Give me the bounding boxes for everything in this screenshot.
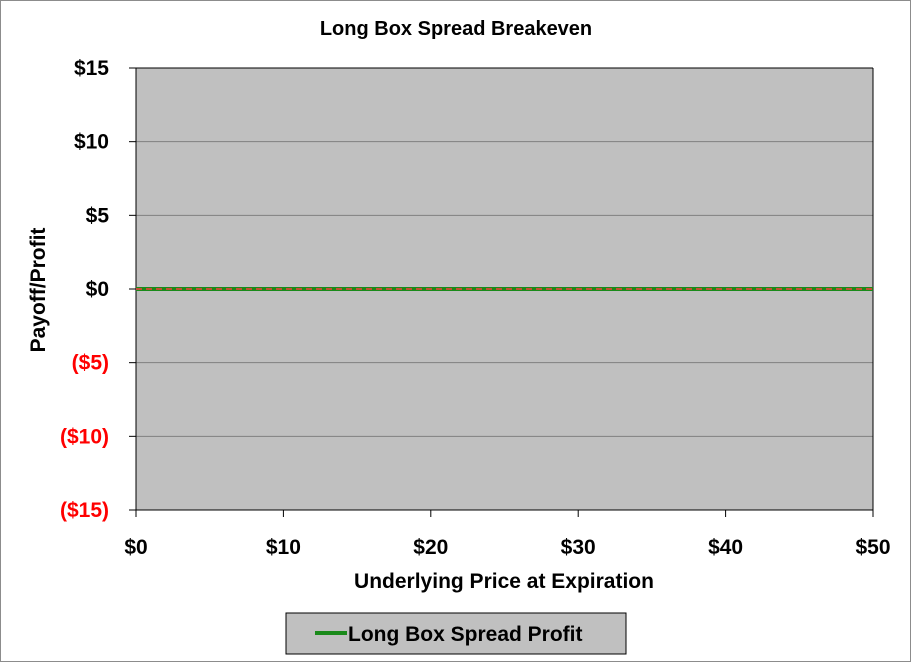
x-tick-label: $20	[413, 536, 448, 559]
legend: Long Box Spread Profit	[285, 612, 627, 655]
axes	[129, 67, 874, 517]
y-axis-title: Payoff/Profit	[27, 228, 50, 353]
x-tick-label: $0	[124, 536, 147, 559]
chart-title: Long Box Spread Breakeven	[320, 18, 592, 40]
y-tick-label: ($5)	[72, 352, 109, 375]
x-tick-label: $10	[266, 536, 301, 559]
x-tick-label: $50	[855, 536, 890, 559]
x-tick-label: $40	[708, 536, 743, 559]
y-tick-label: ($15)	[60, 499, 109, 522]
y-tick-label: $10	[74, 131, 109, 154]
x-axis-title: Underlying Price at Expiration	[354, 570, 654, 593]
y-tick-label: $0	[86, 278, 109, 301]
y-tick-labels: $15 $10 $5 $0 ($5) ($10) ($15)	[60, 57, 109, 522]
y-tick-label: $5	[86, 204, 110, 227]
y-tick-label: ($10)	[60, 425, 109, 448]
legend-label-long-box-spread-profit: Long Box Spread Profit	[348, 623, 583, 646]
y-tick-label: $15	[74, 57, 109, 80]
x-tick-label: $30	[561, 536, 596, 559]
x-tick-labels: $0 $10 $20 $30 $40 $50	[124, 536, 890, 559]
